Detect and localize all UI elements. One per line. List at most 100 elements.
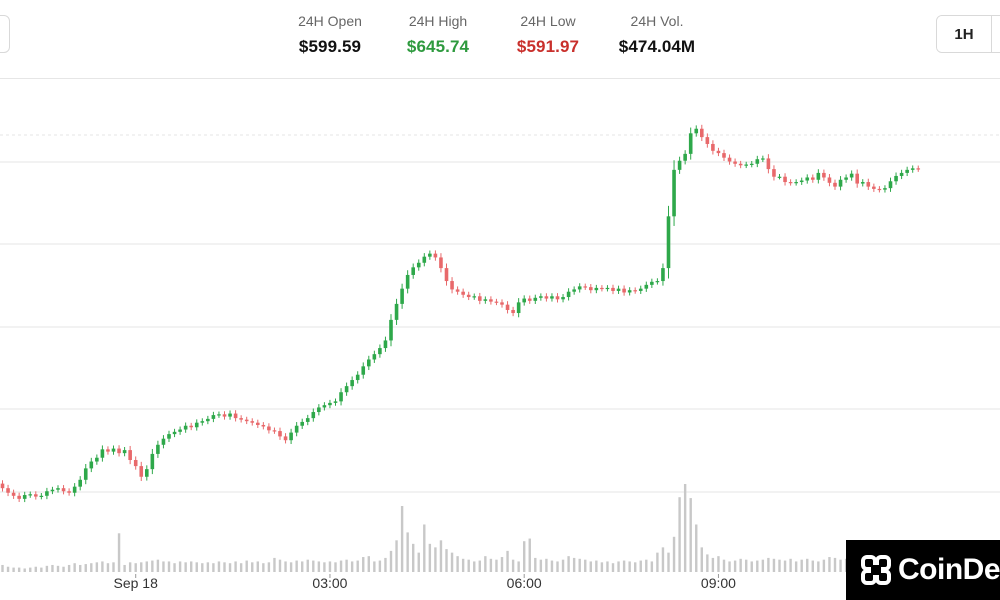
candle-body xyxy=(894,175,898,182)
volume-bar xyxy=(384,557,387,572)
candle-body xyxy=(877,188,882,191)
candle-down xyxy=(133,456,138,470)
volume-bar xyxy=(195,562,198,572)
volume-bar xyxy=(73,563,76,572)
volume-bar xyxy=(156,559,160,572)
candle-body xyxy=(594,287,599,291)
candle-up xyxy=(644,281,649,292)
candle-up xyxy=(672,160,676,226)
volume-bar xyxy=(223,562,226,572)
candle-down xyxy=(455,286,460,295)
candle-up xyxy=(888,177,893,192)
candle-body xyxy=(150,453,155,470)
candle-up xyxy=(194,419,199,431)
candle-up xyxy=(394,298,399,325)
volume-bar xyxy=(378,560,382,572)
candle-down xyxy=(872,183,876,192)
candle-up xyxy=(206,415,210,425)
candle-up xyxy=(905,166,909,177)
volume-bar xyxy=(761,559,765,572)
candle-body xyxy=(17,495,21,499)
interval-1h-button[interactable]: 1H xyxy=(937,16,992,52)
candle-down xyxy=(738,160,743,169)
volume-bar xyxy=(561,559,565,572)
candle-body xyxy=(6,488,10,493)
volume-bar xyxy=(106,563,110,572)
candle-down xyxy=(811,174,815,183)
candle-down xyxy=(544,293,549,302)
candle-body xyxy=(328,402,332,406)
volume-bars xyxy=(1,484,920,572)
price-candles xyxy=(0,124,921,503)
volume-bar xyxy=(800,559,803,572)
candle-down xyxy=(278,427,282,440)
candle-body xyxy=(161,438,166,445)
candle-down xyxy=(611,284,615,295)
candle-down xyxy=(500,299,504,308)
candle-up xyxy=(167,430,171,443)
candle-down xyxy=(705,133,710,148)
candle-body xyxy=(627,290,632,293)
candle-body xyxy=(638,288,643,291)
candle-body xyxy=(716,150,721,154)
candle-body xyxy=(478,296,482,301)
candle-body xyxy=(844,177,848,180)
x-axis-ticks: Sep 18 03:00 06:00 09:00 xyxy=(114,574,736,591)
candle-down xyxy=(833,179,837,190)
candle-up xyxy=(122,446,127,457)
volume-bar xyxy=(450,552,454,572)
volume-bar xyxy=(334,562,337,572)
candle-body xyxy=(589,287,593,291)
candle-body xyxy=(688,133,693,154)
stat-24h-low-value: $591.97 xyxy=(516,37,580,56)
candle-up xyxy=(361,362,366,379)
volume-bar xyxy=(672,536,676,572)
candle-up xyxy=(328,399,332,409)
volume-bar xyxy=(689,498,692,572)
candle-body xyxy=(711,143,715,151)
candle-body xyxy=(172,431,177,435)
volume-bar xyxy=(733,560,737,572)
candle-body xyxy=(777,176,782,178)
volume-bar xyxy=(434,547,437,572)
left-control-button[interactable] xyxy=(0,15,10,53)
volume-bar xyxy=(511,559,515,572)
candle-body xyxy=(78,479,82,487)
volume-bar xyxy=(628,561,631,572)
stat-24h-high-label: 24H High xyxy=(408,13,468,29)
candle-up xyxy=(666,205,671,279)
candle-down xyxy=(916,165,921,172)
candle-up xyxy=(816,169,821,184)
candle-body xyxy=(228,413,232,417)
candle-down xyxy=(478,292,482,305)
candle-up xyxy=(428,250,432,260)
candle-body xyxy=(311,412,316,419)
candle-up xyxy=(100,445,105,462)
candle-body xyxy=(133,460,138,467)
volume-bar xyxy=(350,561,354,572)
candle-up xyxy=(305,414,310,426)
candle-up xyxy=(910,165,915,173)
stat-24h-open-value: $599.59 xyxy=(298,37,362,56)
candle-down xyxy=(106,446,110,455)
candle-up xyxy=(211,411,216,423)
volume-bar xyxy=(400,506,404,572)
stat-24h-open-label: 24H Open xyxy=(298,13,362,29)
candle-up xyxy=(383,336,388,352)
volume-bar xyxy=(700,547,703,572)
candle-body xyxy=(0,483,5,489)
candle-down xyxy=(283,433,288,444)
candle-body xyxy=(694,128,699,134)
candle-up xyxy=(333,398,338,406)
candle-up xyxy=(594,284,599,294)
candle-down xyxy=(489,296,493,305)
volume-bar xyxy=(162,561,165,572)
volume-bar xyxy=(217,561,221,572)
candle-body xyxy=(533,297,538,301)
candle-body xyxy=(483,299,488,301)
stat-24h-open: 24H Open $599.59 xyxy=(285,12,375,58)
stat-24h-volume: 24H Vol. $474.04M xyxy=(607,12,707,58)
volume-bar xyxy=(84,564,87,572)
volume-bar xyxy=(484,556,487,572)
candle-body xyxy=(422,256,427,263)
